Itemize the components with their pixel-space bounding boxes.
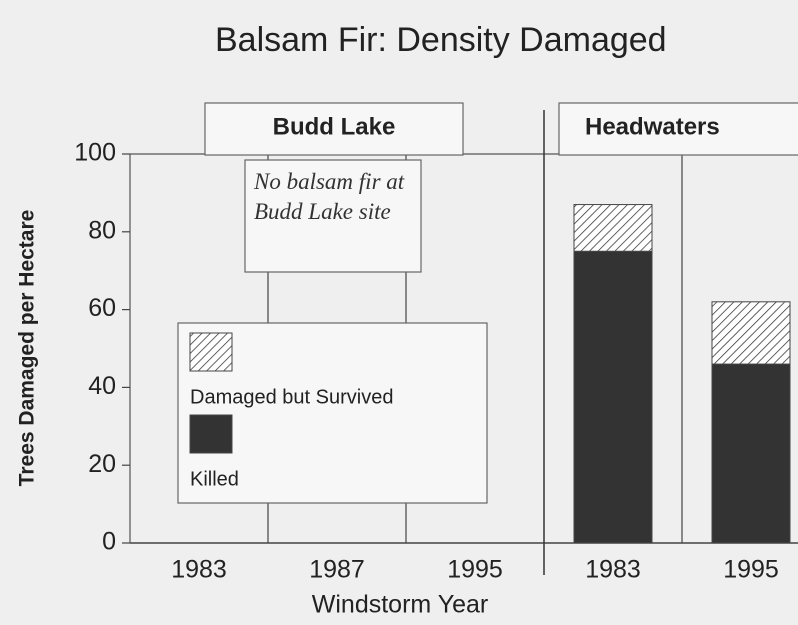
y-tick-label: 60	[88, 294, 116, 322]
chart-title: Balsam Fir: Density Damaged	[215, 21, 667, 59]
y-tick-label: 40	[88, 372, 116, 400]
annotation: No balsam fir at Budd Lake site	[254, 169, 405, 224]
bar-segment	[711, 301, 791, 365]
legend-label: Killed	[190, 468, 239, 490]
y-tick-label: 20	[88, 450, 116, 478]
x-tick-label: 1987	[309, 556, 365, 584]
y-tick-label: 0	[102, 528, 116, 556]
y-axis-label: Trees Damaged per Hectare	[16, 210, 39, 487]
x-axis-label: Windstorm Year	[312, 591, 488, 619]
legend-swatch	[189, 332, 233, 372]
panel-title: Budd Lake	[273, 113, 396, 140]
y-tick-label: 80	[88, 216, 116, 244]
bar-segment	[573, 250, 653, 544]
bar-segment	[711, 363, 791, 544]
panel-title-box	[558, 102, 798, 156]
y-tick-label: 100	[74, 139, 116, 167]
x-tick-label: 1995	[447, 556, 503, 584]
panel-title: Headwaters	[585, 113, 720, 140]
x-tick-label: 1983	[171, 556, 227, 584]
annotation-box	[244, 159, 422, 273]
x-tick-label: 1983	[585, 556, 641, 584]
legend-swatch	[189, 414, 233, 454]
x-tick-label: 1995	[723, 556, 779, 584]
bar-segment	[573, 204, 653, 252]
legend-label: Damaged but Survived	[190, 386, 393, 408]
panel-title-box	[204, 102, 464, 156]
